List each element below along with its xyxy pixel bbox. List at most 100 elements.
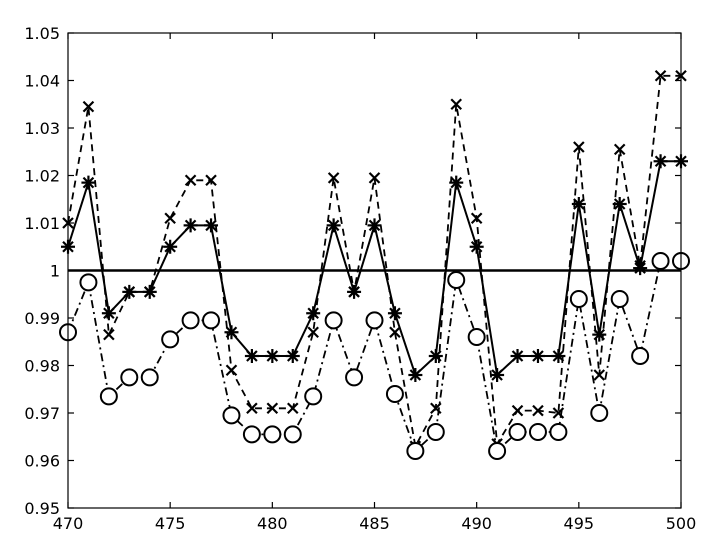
x-tick-label: 495 xyxy=(564,514,595,533)
series-2-point xyxy=(654,69,667,82)
series-2-point xyxy=(225,364,238,377)
series-2-point xyxy=(82,100,95,113)
series-2-point xyxy=(103,328,115,341)
series-3-point xyxy=(181,311,200,330)
x-tick-label: 480 xyxy=(257,514,288,533)
x-tick-label: 500 xyxy=(666,514,697,533)
y-tick-label: 0.96 xyxy=(24,452,60,471)
series-2-point xyxy=(593,369,606,381)
y-tick-label: 1.01 xyxy=(24,214,60,233)
series-3-point xyxy=(222,406,241,425)
plot-lines xyxy=(67,74,681,453)
series-2-point xyxy=(123,286,136,298)
series-3-point xyxy=(304,387,323,406)
series-1-point xyxy=(510,349,525,363)
x-tick-label: 490 xyxy=(461,514,492,533)
series-3-point xyxy=(79,273,98,292)
y-tick-label: 1 xyxy=(50,262,60,281)
series-1-point xyxy=(449,175,464,190)
series-1-point xyxy=(428,349,443,363)
y-tick-label: 1.04 xyxy=(24,72,60,91)
series-1-point xyxy=(653,154,668,169)
series-2-point xyxy=(532,404,544,417)
series-1-point xyxy=(592,327,607,342)
series-3-point xyxy=(283,425,302,444)
series-2-point xyxy=(184,174,197,187)
x-tick-label: 485 xyxy=(359,514,390,533)
series-1-point xyxy=(571,197,586,211)
series-2-point xyxy=(634,259,646,272)
series-2-point xyxy=(430,402,442,415)
series-3-point xyxy=(324,311,343,330)
series-2-point xyxy=(205,174,217,187)
series-2-point xyxy=(164,212,176,225)
axes xyxy=(67,32,682,509)
series-1-point xyxy=(204,218,219,233)
series-2-point xyxy=(286,402,299,415)
series-1-point xyxy=(285,349,300,363)
series-1-point xyxy=(551,349,566,363)
y-tick-label: 0.98 xyxy=(24,357,60,376)
series-2-point xyxy=(327,172,340,184)
series-1-point xyxy=(81,175,96,190)
series-2-point xyxy=(511,404,524,417)
y-tick-label: 0.99 xyxy=(24,309,60,328)
series-3-point xyxy=(120,368,139,387)
tick-labels: 470 475 480 485 490 495 500 0.95 0.96 0.97 0.98 0.9… xyxy=(24,24,696,533)
series-1-point xyxy=(367,218,382,233)
series-1-point xyxy=(265,349,280,363)
series-1-point xyxy=(183,218,198,233)
series-2-point xyxy=(552,407,565,419)
series-1-point xyxy=(490,368,505,382)
y-tick-label: 1.03 xyxy=(24,119,60,138)
series-3-point xyxy=(631,347,650,365)
series-1-point xyxy=(387,306,402,321)
series-2-point xyxy=(470,212,483,225)
series-1-point xyxy=(326,218,341,233)
series-2-point xyxy=(368,172,381,184)
series-2-point xyxy=(307,326,319,339)
y-tick-label: 1.05 xyxy=(24,24,60,43)
series-1-point xyxy=(612,197,627,211)
series-3-point xyxy=(508,423,527,441)
series-3-point xyxy=(406,442,425,460)
series-2-point xyxy=(266,402,279,415)
y-tick-label: 0.95 xyxy=(24,499,60,518)
series-3-point xyxy=(610,290,629,308)
series-1-point xyxy=(469,239,484,254)
series-3-point xyxy=(488,442,507,460)
y-tick-label: 1.02 xyxy=(24,167,60,186)
series-1-point xyxy=(101,306,116,321)
plot-markers xyxy=(59,69,690,460)
series-3-point xyxy=(447,271,466,289)
series-3-point xyxy=(385,385,404,403)
series-3-point xyxy=(99,387,118,406)
series-2-point xyxy=(246,402,258,415)
series-3-point xyxy=(426,423,445,441)
series-3-point xyxy=(161,330,180,349)
series-1-point xyxy=(633,261,648,276)
series-3-point xyxy=(140,368,159,387)
x-tick-label: 475 xyxy=(155,514,186,533)
series-3-point xyxy=(569,290,588,308)
series-3-point xyxy=(590,404,609,422)
series-2-line xyxy=(67,74,681,450)
series-2-point xyxy=(143,286,156,298)
series-1-point xyxy=(530,349,545,363)
series-2-point xyxy=(348,286,360,298)
series-1-point xyxy=(244,349,259,363)
series-3-point xyxy=(549,423,568,441)
series-3-point xyxy=(467,328,486,346)
series-3-point xyxy=(202,311,221,330)
y-tick-label: 0.97 xyxy=(24,404,60,423)
series-1-point xyxy=(306,306,321,321)
series-1-point xyxy=(408,368,423,382)
series-3-point xyxy=(365,311,384,330)
series-1-point xyxy=(163,239,178,254)
series-3-line xyxy=(67,260,681,453)
series-2-point xyxy=(573,141,585,153)
series-2-point xyxy=(450,98,463,111)
series-3-point xyxy=(263,425,282,444)
x-tick-label: 470 xyxy=(53,514,84,533)
